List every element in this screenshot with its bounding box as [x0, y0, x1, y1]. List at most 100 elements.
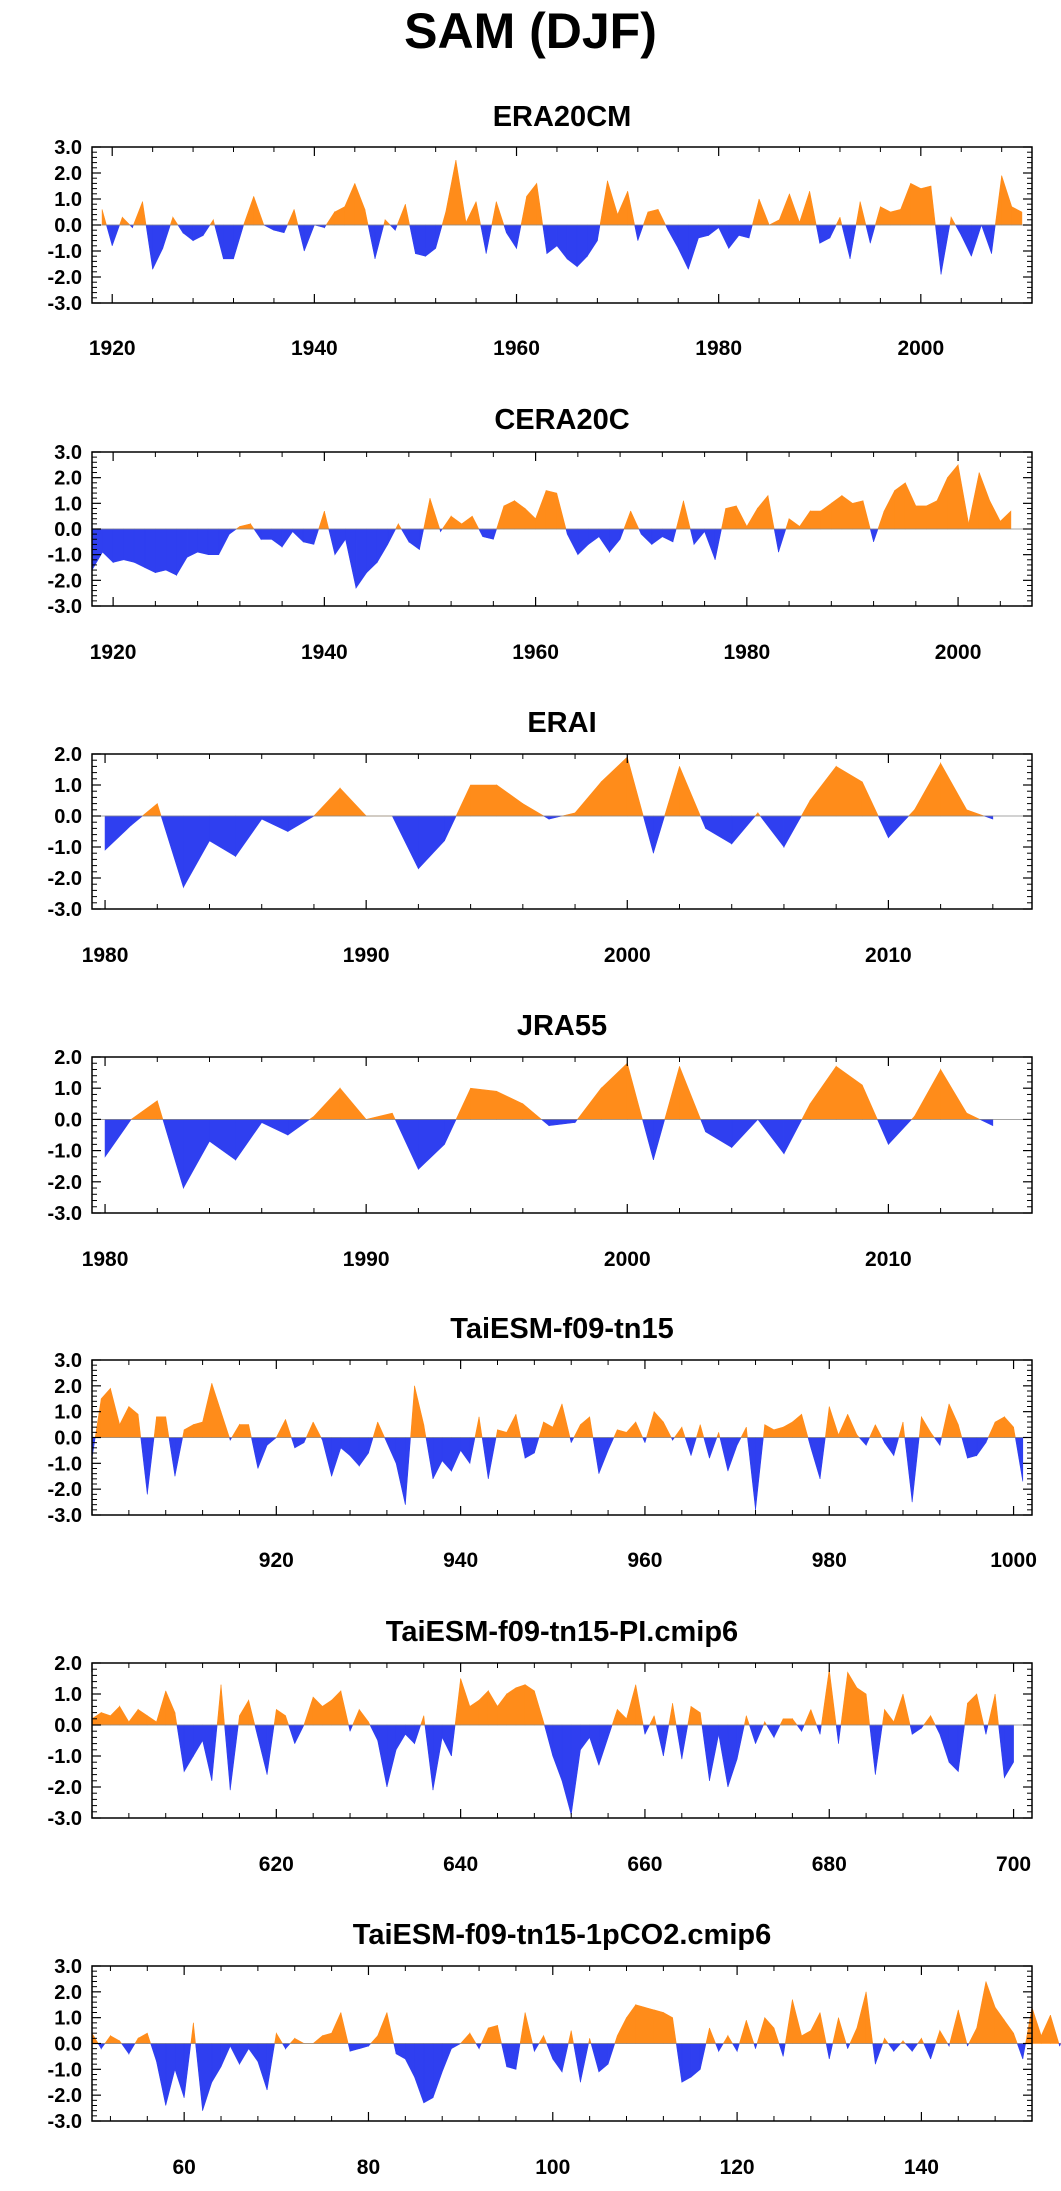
positive-area-segment — [600, 756, 628, 817]
positive-area-segment — [497, 1429, 508, 1438]
x-tick-label: 1980 — [82, 1248, 129, 1271]
y-tick-label: -1.0 — [48, 837, 82, 859]
negative-area-segment — [111, 224, 120, 246]
negative-area-segment — [869, 1724, 876, 1775]
positive-area-segment — [322, 2032, 332, 2044]
negative-area-segment — [183, 1724, 194, 1773]
x-tick-label: 2000 — [604, 944, 651, 967]
positive-area-segment — [809, 510, 822, 530]
y-tick-label: 3.0 — [54, 442, 82, 464]
positive-area-segment — [884, 2037, 889, 2044]
positive-area-segment — [847, 1414, 858, 1438]
negative-area-segment — [266, 2043, 275, 2091]
positive-area-segment — [784, 1999, 793, 2044]
negative-area-segment — [294, 1724, 305, 1744]
positive-area-segment — [455, 159, 467, 226]
x-tick-label: 2010 — [865, 944, 912, 967]
positive-area-segment — [930, 1715, 936, 1726]
negative-area-segment — [146, 1437, 155, 1495]
negative-area-segment — [432, 1437, 443, 1479]
positive-area-segment — [534, 1690, 544, 1726]
positive-area-segment — [967, 1693, 978, 1726]
positive-area-segment — [630, 510, 640, 530]
positive-area-segment — [681, 1427, 686, 1438]
negative-area-segment — [112, 528, 124, 563]
positive-area-segment — [503, 500, 515, 530]
positive-area-segment — [220, 1411, 230, 1438]
positive-area-segment — [799, 191, 810, 226]
positive-area-segment — [1011, 206, 1023, 226]
positive-area-segment — [366, 1112, 393, 1120]
positive-area-segment — [690, 1705, 701, 1726]
positive-area-segment — [589, 1416, 594, 1438]
negative-area-segment — [266, 1724, 275, 1775]
positive-area-segment — [910, 1115, 915, 1120]
positive-area-segment — [627, 191, 635, 226]
negative-area-segment — [140, 1437, 148, 1495]
positive-area-segment — [769, 219, 780, 226]
positive-area-segment — [831, 495, 843, 530]
positive-area-segment — [616, 1429, 627, 1438]
positive-area-segment — [987, 1693, 996, 1726]
x-tick-label: 1960 — [512, 641, 559, 664]
negative-area-segment — [796, 1724, 802, 1733]
positive-area-segment — [964, 1703, 968, 1726]
negative-area-segment — [369, 1724, 378, 1741]
negative-area-segment — [731, 1119, 759, 1149]
y-tick-label: 0.0 — [54, 2034, 82, 2056]
panel-title: JRA55 — [517, 1010, 607, 1042]
negative-area-segment — [104, 815, 132, 851]
y-tick-label: 0.0 — [54, 1428, 82, 1450]
negative-area-segment — [580, 2043, 589, 2083]
negative-area-segment — [460, 1437, 471, 1465]
negative-area-segment — [598, 2043, 609, 2073]
positive-area-segment — [561, 1403, 571, 1438]
positive-area-segment — [110, 1388, 120, 1438]
positive-area-segment — [751, 198, 760, 226]
y-tick-label: -3.0 — [48, 596, 82, 618]
y-tick-label: -2.0 — [48, 1777, 82, 1799]
positive-area-segment — [994, 1416, 1005, 1438]
negative-area-segment — [875, 2043, 884, 2065]
negative-area-segment — [592, 1437, 600, 1474]
negative-area-segment — [921, 1724, 925, 1730]
positive-area-segment — [276, 2032, 283, 2044]
panel-title: TaiESM-f09-tn15 — [450, 1313, 673, 1345]
positive-area-segment — [165, 1690, 176, 1726]
negative-area-segment — [923, 2043, 931, 2060]
positive-area-segment — [902, 1693, 911, 1726]
positive-area-segment — [792, 1999, 802, 2044]
negative-area-segment — [174, 1437, 183, 1477]
positive-area-segment — [276, 1708, 286, 1726]
negative-area-segment — [688, 224, 699, 270]
positive-area-segment — [515, 1414, 522, 1438]
negative-area-segment — [155, 528, 167, 574]
negative-area-segment — [778, 2043, 784, 2057]
positive-area-segment — [303, 1697, 314, 1726]
positive-area-segment — [758, 198, 770, 226]
positive-area-segment — [994, 1693, 999, 1726]
negative-area-segment — [783, 815, 802, 849]
negative-area-segment — [773, 1724, 781, 1738]
positive-area-segment — [926, 500, 938, 530]
positive-area-segment — [312, 1696, 323, 1726]
positive-area-segment — [855, 201, 861, 226]
x-tick-label: 100 — [535, 2156, 570, 2179]
negative-area-segment — [235, 1119, 263, 1161]
positive-area-segment — [372, 1421, 378, 1438]
positive-area-segment — [561, 812, 576, 817]
negative-area-segment — [546, 224, 558, 255]
positive-area-segment — [647, 209, 659, 226]
x-tick-label: 940 — [443, 1549, 478, 1572]
positive-area-segment — [137, 1708, 148, 1726]
positive-area-segment — [976, 1693, 985, 1726]
positive-area-segment — [496, 201, 505, 226]
negative-area-segment — [981, 224, 992, 254]
negative-area-segment — [755, 1724, 764, 1744]
positive-area-segment — [370, 2034, 378, 2044]
negative-area-segment — [835, 1724, 839, 1744]
positive-area-segment — [339, 1087, 367, 1120]
negative-area-segment — [960, 224, 972, 257]
negative-area-segment — [714, 528, 722, 560]
negative-area-segment — [202, 224, 211, 237]
